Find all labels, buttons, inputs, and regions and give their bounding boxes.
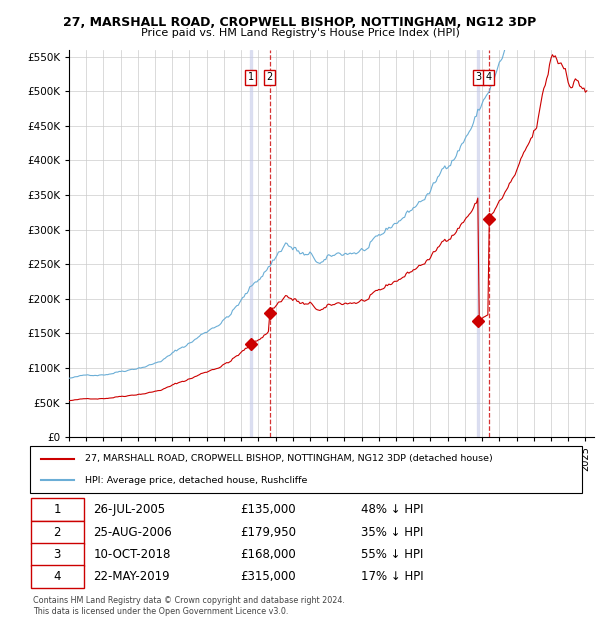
FancyBboxPatch shape bbox=[30, 446, 582, 493]
Text: 4: 4 bbox=[486, 73, 492, 82]
Text: 17% ↓ HPI: 17% ↓ HPI bbox=[361, 570, 424, 583]
Text: 4: 4 bbox=[53, 570, 61, 583]
Bar bbox=[477, 50, 479, 437]
Text: 1: 1 bbox=[248, 73, 254, 82]
Text: 2: 2 bbox=[53, 526, 61, 539]
Text: £168,000: £168,000 bbox=[240, 547, 296, 560]
Text: 3: 3 bbox=[53, 547, 61, 560]
Text: 27, MARSHALL ROAD, CROPWELL BISHOP, NOTTINGHAM, NG12 3DP: 27, MARSHALL ROAD, CROPWELL BISHOP, NOTT… bbox=[64, 16, 536, 29]
Text: 55% ↓ HPI: 55% ↓ HPI bbox=[361, 547, 424, 560]
Text: 1: 1 bbox=[53, 503, 61, 516]
FancyBboxPatch shape bbox=[31, 498, 83, 521]
Text: 48% ↓ HPI: 48% ↓ HPI bbox=[361, 503, 424, 516]
Bar bbox=[250, 50, 252, 437]
Text: Price paid vs. HM Land Registry's House Price Index (HPI): Price paid vs. HM Land Registry's House … bbox=[140, 28, 460, 38]
Text: 22-MAY-2019: 22-MAY-2019 bbox=[94, 570, 170, 583]
Text: HPI: Average price, detached house, Rushcliffe: HPI: Average price, detached house, Rush… bbox=[85, 476, 308, 485]
Text: 10-OCT-2018: 10-OCT-2018 bbox=[94, 547, 171, 560]
Text: 35% ↓ HPI: 35% ↓ HPI bbox=[361, 526, 424, 539]
Text: 27, MARSHALL ROAD, CROPWELL BISHOP, NOTTINGHAM, NG12 3DP (detached house): 27, MARSHALL ROAD, CROPWELL BISHOP, NOTT… bbox=[85, 454, 493, 464]
FancyBboxPatch shape bbox=[31, 542, 83, 565]
Text: £315,000: £315,000 bbox=[240, 570, 295, 583]
Text: 2: 2 bbox=[266, 73, 272, 82]
FancyBboxPatch shape bbox=[31, 521, 83, 544]
FancyBboxPatch shape bbox=[31, 565, 83, 588]
Text: Contains HM Land Registry data © Crown copyright and database right 2024.
This d: Contains HM Land Registry data © Crown c… bbox=[33, 596, 345, 616]
Text: 25-AUG-2006: 25-AUG-2006 bbox=[94, 526, 172, 539]
Text: £179,950: £179,950 bbox=[240, 526, 296, 539]
Text: 26-JUL-2005: 26-JUL-2005 bbox=[94, 503, 166, 516]
Text: 3: 3 bbox=[475, 73, 481, 82]
Text: £135,000: £135,000 bbox=[240, 503, 295, 516]
